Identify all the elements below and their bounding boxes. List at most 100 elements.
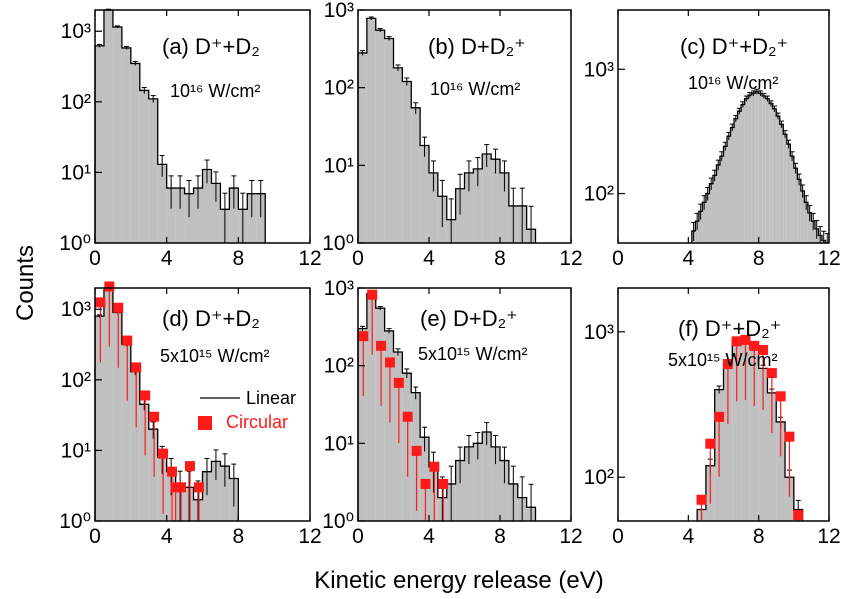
- y-tick-label: 10³: [324, 0, 354, 22]
- histogram-bar: [211, 461, 221, 521]
- y-tick-label: 10⁰: [322, 232, 354, 255]
- histogram-bar: [402, 81, 412, 243]
- linear-series-line: [357, 17, 537, 243]
- x-tick-label: 12: [298, 247, 321, 270]
- x-tick-label: 4: [682, 525, 694, 548]
- histogram-bar: [779, 124, 784, 243]
- circular-marker: [376, 340, 387, 351]
- circular-marker: [402, 411, 413, 422]
- histogram-bar: [734, 118, 738, 243]
- y-tick-label: 10⁰: [59, 232, 91, 255]
- histogram-bar: [112, 26, 122, 244]
- y-tick-label: 10²: [324, 355, 354, 378]
- x-tick-label: 4: [161, 247, 173, 270]
- x-tick-label: 4: [423, 525, 435, 548]
- intensity-label: 10¹⁶ W/cm²: [170, 81, 260, 101]
- axes-frame: [617, 287, 830, 522]
- histogram-bar: [220, 466, 230, 521]
- histogram-bar: [776, 116, 780, 243]
- histogram-bar: [130, 371, 140, 521]
- circular-marker: [167, 466, 178, 477]
- circular-marker: [158, 448, 169, 459]
- circular-marker: [149, 411, 160, 422]
- histogram-bar: [807, 212, 812, 243]
- histogram-bar: [202, 169, 212, 243]
- histogram-bar: [732, 339, 742, 521]
- x-tick-label: 4: [423, 247, 435, 270]
- x-tick-label: 12: [817, 247, 840, 270]
- histogram-bar: [811, 221, 815, 243]
- histogram-bar: [464, 446, 474, 521]
- histogram-bar: [148, 429, 158, 521]
- circular-marker: [696, 494, 707, 505]
- panel-c: 0 4 8 12 10² 10³ (c) D⁺+D₂⁺ 10¹⁶ W/cm²: [584, 9, 841, 270]
- histogram-bar: [730, 127, 735, 243]
- histogram-bar: [790, 156, 794, 243]
- histogram-bar: [698, 211, 703, 243]
- histogram-bar: [741, 104, 745, 244]
- x-tick-label: 0: [89, 247, 101, 270]
- x-tick-label: 0: [352, 247, 364, 270]
- legend-linear-label: Linear: [246, 388, 296, 408]
- circular-marker: [429, 461, 440, 472]
- histogram-bar: [751, 93, 756, 243]
- circular-marker: [384, 357, 395, 368]
- histogram-bar: [482, 431, 492, 521]
- histogram-bar: [723, 364, 733, 521]
- circular-marker: [740, 334, 751, 345]
- circular-marker: [358, 331, 369, 342]
- panel-label: (d) D⁺+D₂: [162, 306, 260, 331]
- histogram-bar: [157, 457, 167, 521]
- histogram-bar: [749, 349, 759, 521]
- axes-frame: [357, 9, 572, 244]
- histogram-bar: [762, 95, 766, 243]
- intensity-label: 10¹⁶ W/cm²: [688, 73, 778, 93]
- circular-marker: [411, 445, 422, 456]
- x-tick-label: 12: [298, 525, 321, 548]
- histogram-bar: [741, 339, 750, 521]
- circular-marker: [367, 289, 378, 300]
- histogram-bar: [411, 107, 421, 243]
- circular-marker: [420, 478, 431, 489]
- legend-circular-swatch: [198, 416, 212, 430]
- circular-marker: [766, 368, 777, 379]
- histogram-bar: [804, 202, 808, 243]
- histogram-bar: [500, 460, 509, 521]
- histogram-bar: [420, 145, 429, 243]
- circular-marker: [705, 438, 716, 449]
- y-tick-label: 10²: [61, 91, 91, 114]
- y-tick-label: 10⁰: [322, 510, 354, 533]
- histogram-bar: [709, 183, 713, 243]
- histogram-bar: [765, 98, 770, 243]
- histogram-bar: [705, 193, 710, 243]
- histogram-bar: [139, 90, 149, 244]
- x-tick-label: 0: [89, 525, 101, 548]
- histogram-bar: [139, 404, 149, 521]
- histogram-bar: [166, 188, 176, 243]
- histogram-bar: [103, 10, 113, 243]
- histogram-bar: [411, 392, 421, 521]
- y-tick-label: 10³: [324, 277, 354, 300]
- histogram-bar: [202, 471, 212, 521]
- linear-series-line: [357, 292, 537, 521]
- histogram-bar: [695, 221, 699, 243]
- axes-frame: [357, 287, 572, 522]
- histogram-bar: [175, 188, 185, 243]
- histogram-bar: [776, 421, 786, 521]
- y-tick-label: 10¹: [324, 432, 354, 455]
- histogram-bar: [112, 312, 122, 521]
- x-tick-label: 0: [612, 525, 624, 548]
- linear-series-line: [94, 9, 266, 243]
- histogram-bar: [455, 188, 465, 243]
- histogram-bar: [744, 98, 749, 243]
- histogram-bar: [748, 95, 752, 244]
- histogram-bar: [402, 373, 412, 521]
- histogram-bar: [157, 164, 167, 243]
- histogram-bar: [464, 172, 474, 243]
- histogram-bar: [211, 183, 221, 243]
- histogram-bar: [366, 293, 376, 521]
- x-tick-label: 8: [494, 525, 506, 548]
- x-tick-label: 12: [559, 247, 582, 270]
- histogram-bar: [384, 330, 394, 521]
